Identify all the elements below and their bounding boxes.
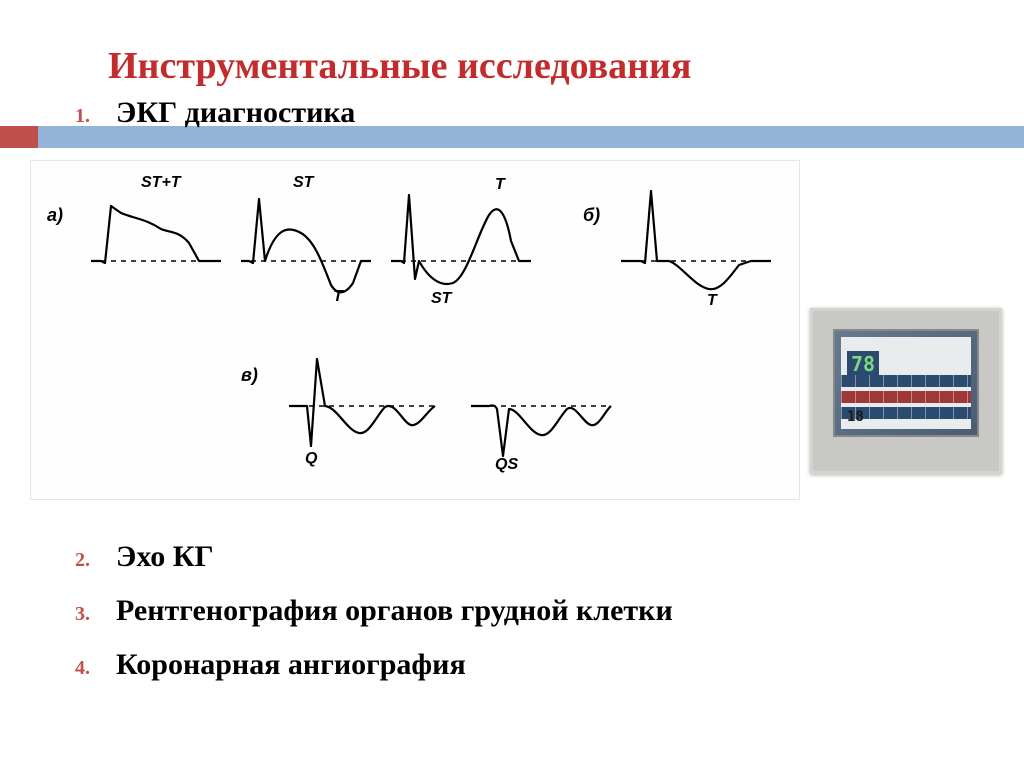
monitor-band [841, 391, 971, 403]
list-text: Коронарная ангиография [116, 648, 466, 682]
list-number: 2. [54, 549, 90, 572]
list-item-4: 4. Коронарная ангиография [54, 648, 466, 682]
ecg-wave-b1: T [621, 191, 771, 331]
monitor-screen: 78 18 [841, 337, 971, 429]
svg-text:T: T [495, 176, 506, 193]
svg-text:QS: QS [495, 456, 518, 473]
svg-text:T: T [333, 288, 344, 305]
group-label-v: в) [241, 365, 258, 386]
ecg-wave-a2: STT [241, 191, 371, 331]
svg-text:ST+T: ST+T [141, 174, 182, 191]
ecg-wave-v1: Q [289, 351, 439, 491]
monitor-bezel: 78 18 [833, 329, 979, 437]
list-text: ЭКГ диагностика [116, 96, 355, 130]
list-item-2: 2. Эхо КГ [54, 540, 214, 574]
svg-text:ST: ST [431, 290, 453, 307]
bar-accent [0, 126, 38, 148]
list-text: Рентгенография органов грудной клетки [116, 594, 673, 628]
monitor-band [841, 375, 971, 387]
list-text: Эхо КГ [116, 540, 214, 574]
ecg-wave-a3: TST [391, 191, 531, 331]
ecg-wave-v2: QS [471, 361, 611, 491]
list-number: 3. [54, 603, 90, 626]
monitor-secondary-value: 18 [847, 409, 864, 425]
svg-text:Q: Q [305, 450, 318, 467]
group-label-a: а) [47, 205, 63, 226]
list-item-3: 3. Рентгенография органов грудной клетки [54, 594, 673, 628]
list-number: 4. [54, 657, 90, 680]
ecg-diagram: а) б) в) ST+TSTTTSTTQQS [30, 160, 800, 500]
svg-text:T: T [707, 292, 718, 309]
group-label-b: б) [583, 205, 600, 226]
monitor-hr-value: 78 [847, 351, 879, 377]
list-number: 1. [54, 105, 90, 128]
slide-title: Инструментальные исследования [108, 44, 692, 88]
ecg-wave-a1: ST+T [91, 191, 221, 311]
svg-text:ST: ST [293, 174, 315, 191]
ecg-monitor-photo: 78 18 [810, 308, 1002, 474]
list-item-1: 1. ЭКГ диагностика [54, 96, 355, 130]
